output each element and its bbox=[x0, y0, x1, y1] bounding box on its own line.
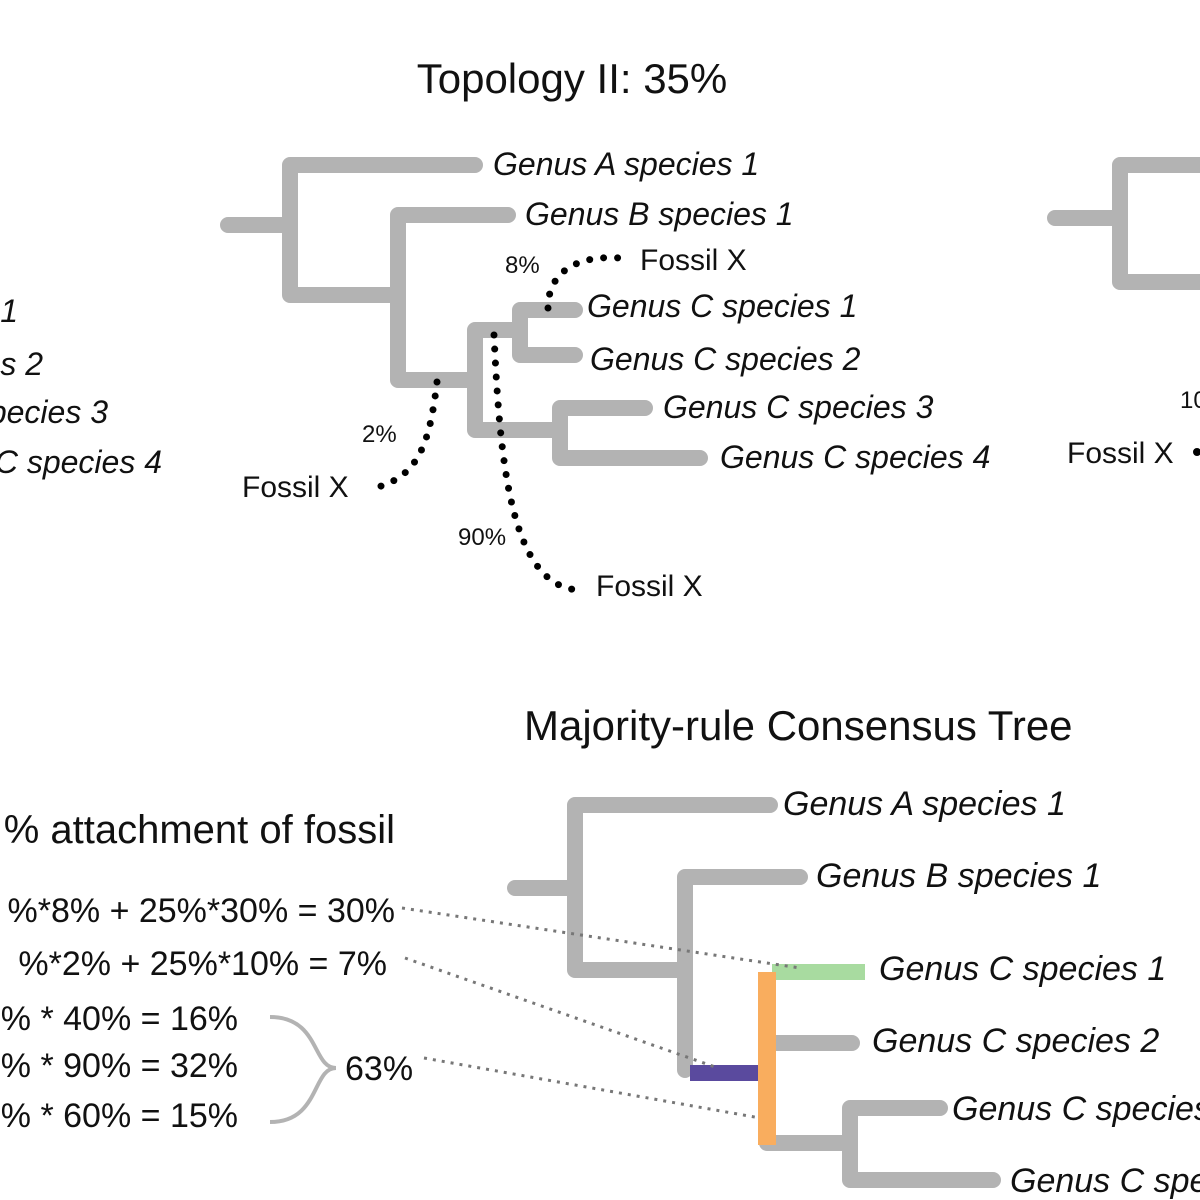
taxon-label: Genus C species 3 bbox=[0, 394, 108, 430]
taxon-label: Genus C species 4 bbox=[720, 439, 990, 475]
taxon-label: Genus C species 4 bbox=[1010, 1162, 1200, 1200]
calc-heading: % attachment of fossil bbox=[4, 808, 395, 852]
calc-line: %*8% + 25%*30% = 30% bbox=[8, 892, 395, 930]
fossil-label: Fossil X bbox=[242, 471, 349, 504]
taxon-label: Genus A species 1 bbox=[783, 785, 1066, 823]
consensus-title: Majority-rule Consensus Tree bbox=[524, 702, 1073, 749]
calc-sum: 63% bbox=[345, 1050, 413, 1088]
connectors bbox=[401, 906, 801, 1120]
taxon-label: Genus C species 1 bbox=[879, 950, 1166, 988]
taxon-label: Genus C species 2 bbox=[590, 341, 861, 377]
taxon-label: Genus B species 1 bbox=[525, 196, 794, 232]
fossil-label: Fossil X bbox=[1067, 437, 1174, 470]
placement-percent: 10% bbox=[1180, 387, 1200, 414]
fossil-placements bbox=[374, 254, 624, 594]
placement-percent: 8% bbox=[505, 252, 540, 279]
taxon-label: Genus C species 1 bbox=[0, 293, 18, 329]
taxon-label: Genus A species 1 bbox=[493, 146, 759, 182]
consensus-tree bbox=[507, 797, 1001, 1188]
calc-line: % * 90% = 32% bbox=[1, 1047, 238, 1085]
fossil-label: Fossil X bbox=[596, 570, 703, 603]
brace bbox=[269, 1015, 337, 1124]
calc-line: %*2% + 25%*10% = 7% bbox=[18, 945, 387, 983]
taxon-label: Genus C species 1 bbox=[587, 288, 857, 324]
fossil-label: Fossil X bbox=[640, 244, 747, 277]
calc-line: % * 60% = 15% bbox=[1, 1097, 238, 1135]
taxon-label: Genus C species 4 bbox=[0, 444, 162, 480]
taxon-label: Genus C species 3 bbox=[663, 389, 934, 425]
placement-percent: 90% bbox=[458, 524, 506, 551]
taxon-label: Genus B species 1 bbox=[816, 857, 1101, 895]
taxon-label: Genus C species 3 bbox=[952, 1090, 1200, 1128]
placement-percent: 2% bbox=[362, 421, 397, 448]
fossil-dot bbox=[1193, 448, 1200, 456]
taxon-label: Genus C species 2 bbox=[0, 346, 43, 382]
topology-title: Topology II: 35% bbox=[417, 55, 728, 102]
partial-tree bbox=[1047, 157, 1200, 290]
calc-line: % * 40% = 16% bbox=[1, 1000, 238, 1038]
taxon-label: Genus C species 2 bbox=[872, 1022, 1159, 1060]
